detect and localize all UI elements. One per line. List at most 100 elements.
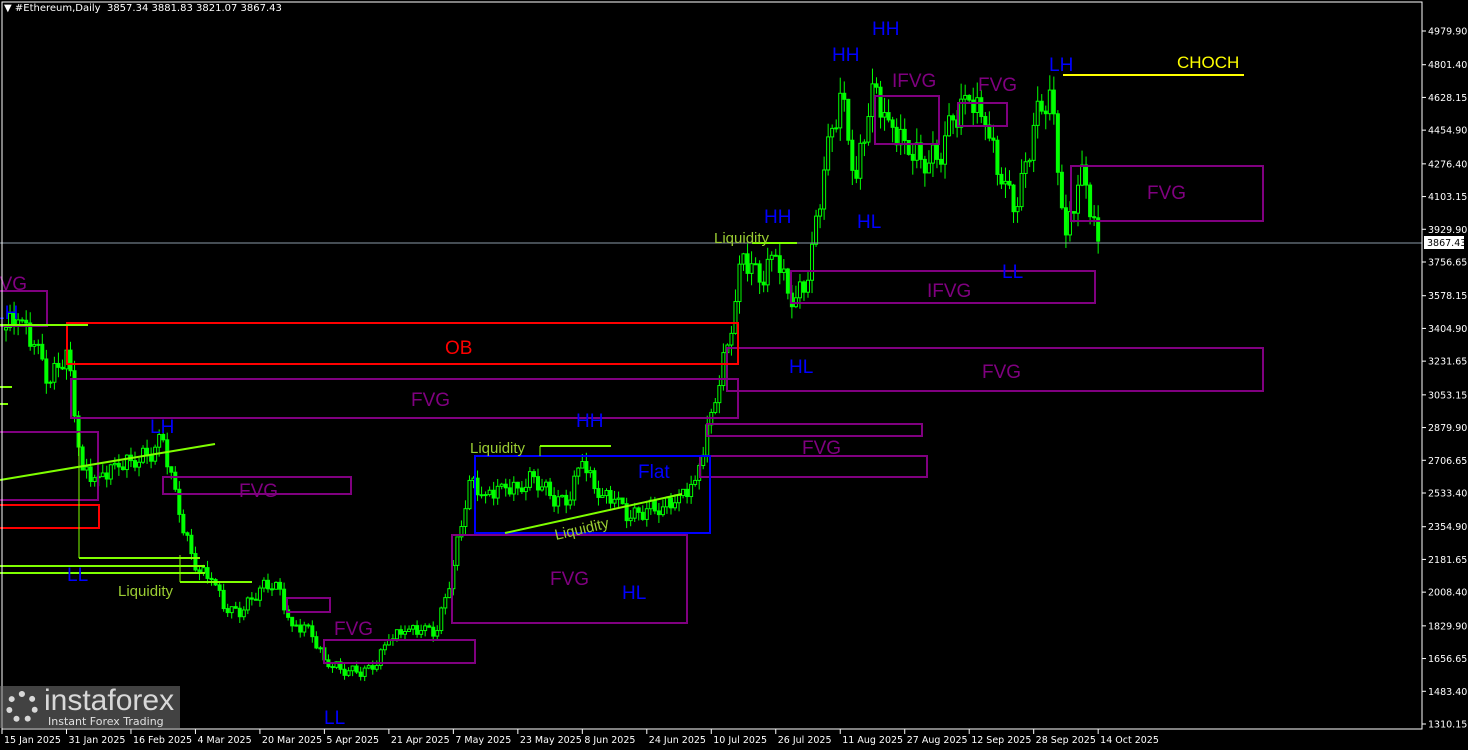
candle [362,665,367,682]
choch-label: CHOCH [1177,53,1239,72]
time-tick-label: 31 Jan 2025 [68,735,125,746]
candle [298,618,303,638]
candle [959,83,964,135]
candle [894,118,899,152]
candle-body [310,625,315,638]
candle-body [959,98,964,128]
candle [701,446,706,470]
candle-body [753,263,758,266]
liquidity-label: Liquidity [714,230,770,247]
candle [1043,105,1048,130]
candle [1051,76,1056,125]
candle-body [1055,113,1060,173]
time-tick-label: 16 Feb 2025 [133,735,192,746]
candle-body [640,511,645,520]
candle [898,114,903,155]
candle-body [854,169,859,179]
candle-body [624,503,629,522]
candle-body [999,173,1004,185]
lh-label: LH [1049,55,1073,76]
candle-body [660,506,665,516]
candle [906,140,911,156]
candle-body [729,332,734,346]
candle-body [664,497,669,508]
candle [806,269,810,298]
candle [564,489,569,514]
candle-body [423,625,428,632]
price-tick-label: 3231.65 [1428,357,1467,368]
candle-body [193,553,198,571]
candle-body [616,497,621,500]
price-tick-label: 2533.40 [1428,489,1467,500]
candle [1011,183,1016,223]
candle-body [596,488,601,498]
candle [947,103,952,137]
liquidity-label: Liquidity [470,440,526,457]
candle-body [20,319,25,322]
candle-body [874,83,879,88]
candle-body [116,462,121,468]
candle [177,481,182,523]
candle [245,596,250,615]
candle [664,496,669,514]
candle-body [24,319,29,324]
candle-body [818,208,823,217]
candle [366,663,371,670]
candle [600,487,605,498]
candle [52,356,57,390]
candle-body [938,158,943,165]
candle [443,593,448,615]
candle-body [209,577,214,581]
candle [193,546,198,572]
candle-body [745,253,750,274]
candle [838,77,843,141]
fvg-label: FVG [802,438,841,459]
candle [419,624,424,639]
liquidity-label: Liquidity [118,583,174,600]
candle-body [544,481,549,488]
candle-body [717,385,722,404]
candle-body [971,99,976,113]
price-axis[interactable]: 4979.90 4801.40 4628.15 4454.90 4276.40 4103.… [1422,27,1467,731]
hl-label: HL [622,583,646,604]
candle-body [237,607,242,618]
time-tick-label: 24 Jun 2025 [649,735,706,746]
fvg-box-jul-2 [699,455,928,478]
symbol-title: #Ethereum,Daily [14,3,101,14]
candle-body [378,649,383,666]
candle [483,491,488,504]
candle [358,666,363,681]
candle [773,248,778,257]
candle-body [608,490,613,504]
hl-label: HL [857,212,881,233]
candle [407,625,412,632]
candle [108,463,113,485]
candle [640,505,645,521]
candle [411,624,416,636]
candle [693,475,698,487]
candle [930,131,935,177]
menu-triangle-icon[interactable]: ▼ [4,3,15,14]
candle-body [991,137,996,141]
watermark-tagline: Instant Forex Trading [48,715,164,728]
candle [116,454,121,476]
candle-body [491,489,496,499]
candle [270,582,275,597]
candle-body [233,606,238,609]
candle [1084,156,1089,199]
candle [862,139,867,157]
candle [141,445,146,465]
candle-body [576,467,581,477]
candle-body [495,485,500,499]
time-tick-label: 4 Mar 2025 [197,735,251,746]
candle-body [245,597,250,611]
candle-body [36,343,41,346]
candle-body [48,381,53,384]
candle [60,359,65,371]
candle-body [1080,164,1085,186]
candle [826,123,831,176]
time-axis[interactable]: 15 Jan 2025 31 Jan 2025 16 Feb 2025 4 Mar 2… [1,729,1159,746]
candle [769,251,774,272]
time-tick-label: 10 Jul 2025 [713,735,767,746]
